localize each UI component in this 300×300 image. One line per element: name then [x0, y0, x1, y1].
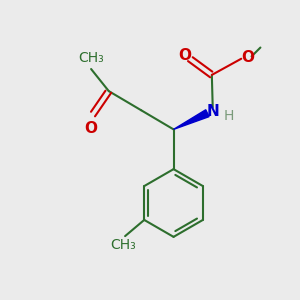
Text: O: O: [178, 48, 191, 63]
Polygon shape: [174, 110, 209, 129]
Text: N: N: [206, 104, 219, 119]
Text: O: O: [241, 50, 254, 65]
Text: CH₃: CH₃: [78, 52, 104, 65]
Text: O: O: [85, 121, 98, 136]
Text: CH₃: CH₃: [110, 238, 136, 253]
Text: H: H: [224, 109, 234, 122]
